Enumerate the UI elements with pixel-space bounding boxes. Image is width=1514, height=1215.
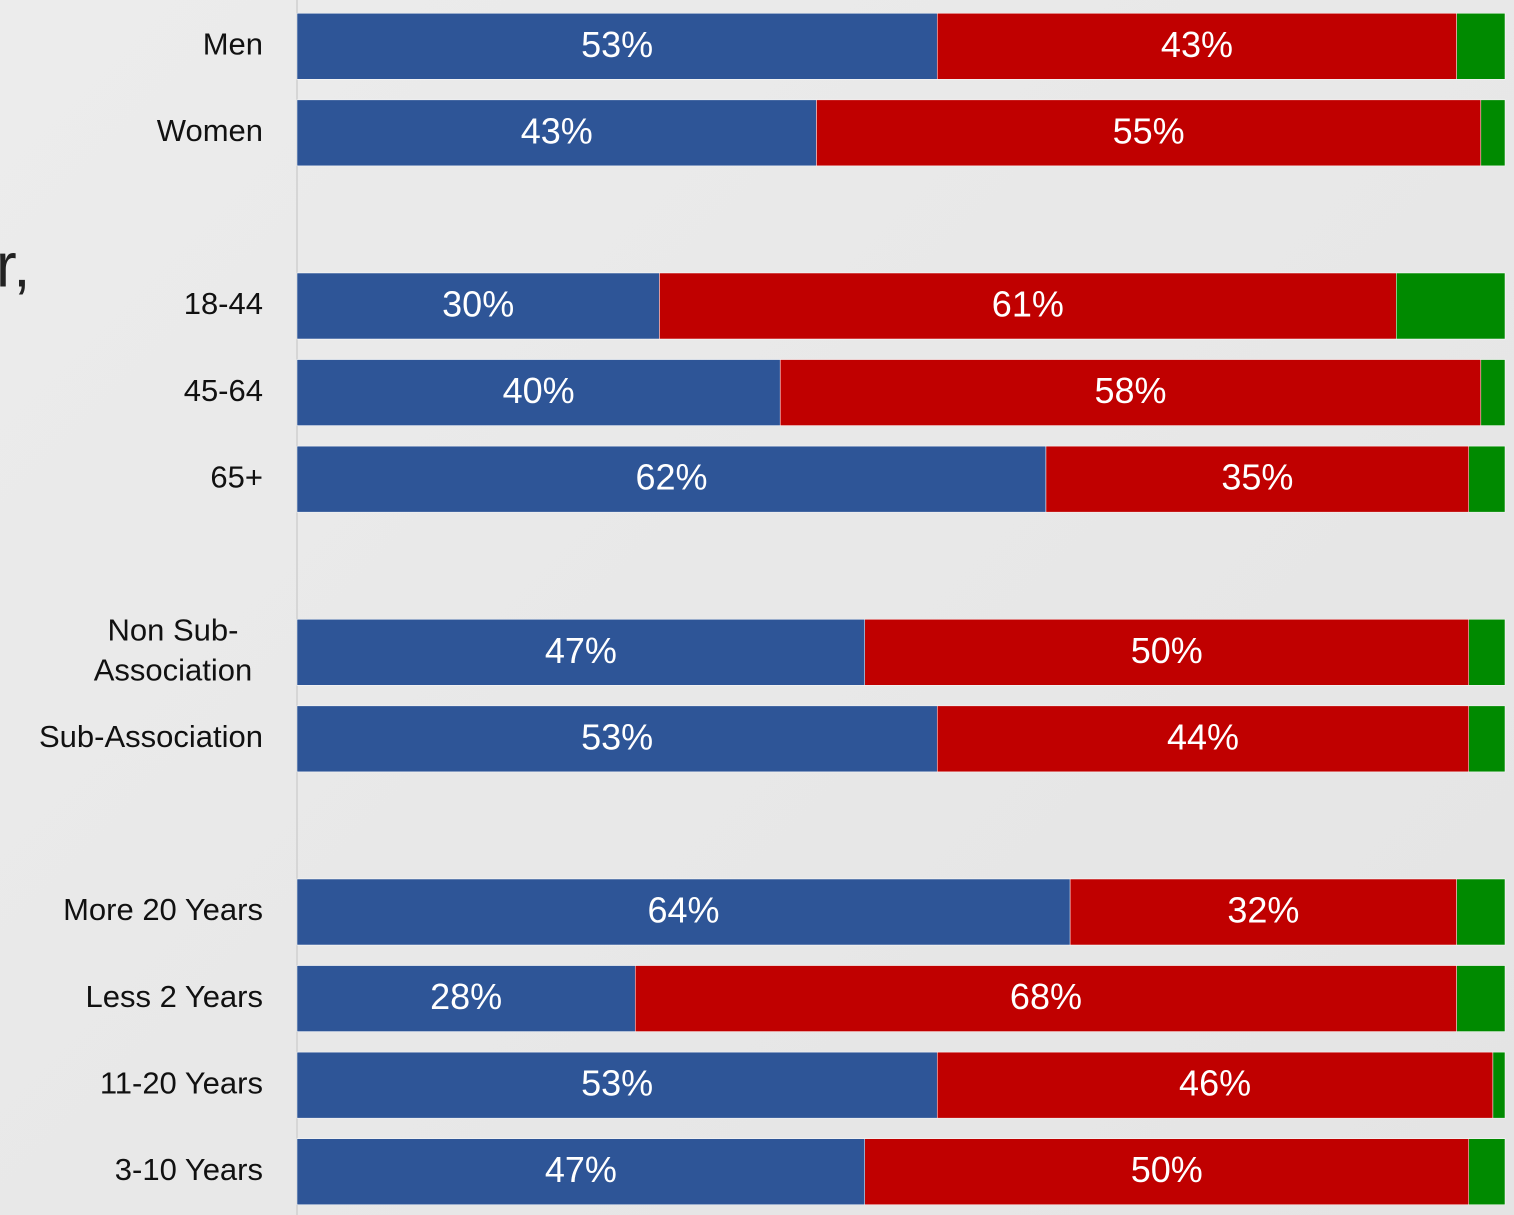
bar-segment xyxy=(1468,619,1506,686)
bar-segment xyxy=(296,1051,938,1119)
value-label: 55% xyxy=(1113,110,1185,151)
value-label: 32% xyxy=(1227,890,1299,931)
category-label: 45-64 xyxy=(184,373,263,408)
value-label: 50% xyxy=(1131,630,1203,671)
category-label: 65+ xyxy=(210,459,263,494)
value-label: 28% xyxy=(430,976,502,1017)
bar-segment xyxy=(864,1138,1470,1205)
title-fragment: r, xyxy=(0,231,30,300)
bar-segment xyxy=(1468,445,1506,513)
value-label: 30% xyxy=(442,284,514,325)
bar-segment xyxy=(296,13,938,80)
bar-segment xyxy=(816,99,1482,167)
bar-segment xyxy=(296,878,1071,946)
bar-segment xyxy=(296,705,938,773)
category-label: 3-10 Years xyxy=(115,1152,263,1187)
value-label: 64% xyxy=(648,890,720,931)
value-label: 53% xyxy=(581,24,653,65)
category-label: Men xyxy=(203,26,263,61)
value-label: 43% xyxy=(1161,24,1233,65)
bar-segment xyxy=(296,1138,866,1205)
value-label: 61% xyxy=(992,284,1064,325)
bar-segment xyxy=(1456,878,1506,946)
category-label: Women xyxy=(157,113,263,148)
category-label: Less 2 Years xyxy=(85,979,263,1014)
bar-segment xyxy=(634,965,1457,1032)
bar-segment xyxy=(936,705,1470,773)
bar-segment xyxy=(296,359,781,426)
bar-segment xyxy=(864,619,1470,686)
bar-segment xyxy=(1069,878,1457,946)
bar-segment xyxy=(296,99,817,167)
bar-segment xyxy=(1468,705,1506,773)
value-label: 43% xyxy=(521,110,593,151)
value-label: 68% xyxy=(1010,976,1082,1017)
value-label: 47% xyxy=(545,1149,617,1190)
bar-segment xyxy=(1396,272,1506,340)
value-label: 58% xyxy=(1094,370,1166,411)
category-label: More 20 Years xyxy=(63,892,263,927)
bar-segment xyxy=(1456,13,1506,80)
value-label: 50% xyxy=(1131,1149,1203,1190)
category-label: Sub-Association xyxy=(39,719,263,754)
value-label: 40% xyxy=(503,370,575,411)
bar-segment xyxy=(936,1051,1494,1119)
category-label: 18-44 xyxy=(184,286,263,321)
bar-segment xyxy=(1468,1138,1506,1205)
value-label: 53% xyxy=(581,1063,653,1104)
bar-segment xyxy=(296,965,636,1032)
bar-segment xyxy=(1456,965,1506,1032)
value-label: 35% xyxy=(1221,457,1293,498)
bar-segment xyxy=(1492,1051,1506,1119)
bar-segment xyxy=(296,445,1047,513)
bar-segment xyxy=(1480,99,1506,167)
bar-segment xyxy=(296,619,866,686)
category-label: Non Sub-Association xyxy=(94,612,253,687)
category-label: 11-20 Years xyxy=(100,1065,263,1100)
bar-segment xyxy=(659,272,1397,340)
value-label: 62% xyxy=(635,457,707,498)
bar-segment xyxy=(1045,445,1470,513)
value-label: 53% xyxy=(581,716,653,757)
bar-segment xyxy=(779,359,1482,426)
bar-segment xyxy=(1480,359,1506,426)
value-label: 47% xyxy=(545,630,617,671)
value-label: 46% xyxy=(1179,1063,1251,1104)
bar-segment xyxy=(936,13,1457,80)
value-label: 44% xyxy=(1167,716,1239,757)
